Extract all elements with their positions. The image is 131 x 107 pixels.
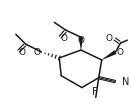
Text: F: F — [92, 87, 98, 97]
Text: N: N — [122, 77, 130, 87]
Text: O: O — [19, 48, 26, 56]
Text: O: O — [106, 34, 113, 43]
Polygon shape — [102, 50, 117, 60]
Text: O: O — [60, 34, 67, 43]
Text: O: O — [116, 48, 124, 56]
Text: O: O — [34, 48, 40, 56]
Polygon shape — [79, 37, 83, 50]
Text: O: O — [77, 36, 84, 45]
